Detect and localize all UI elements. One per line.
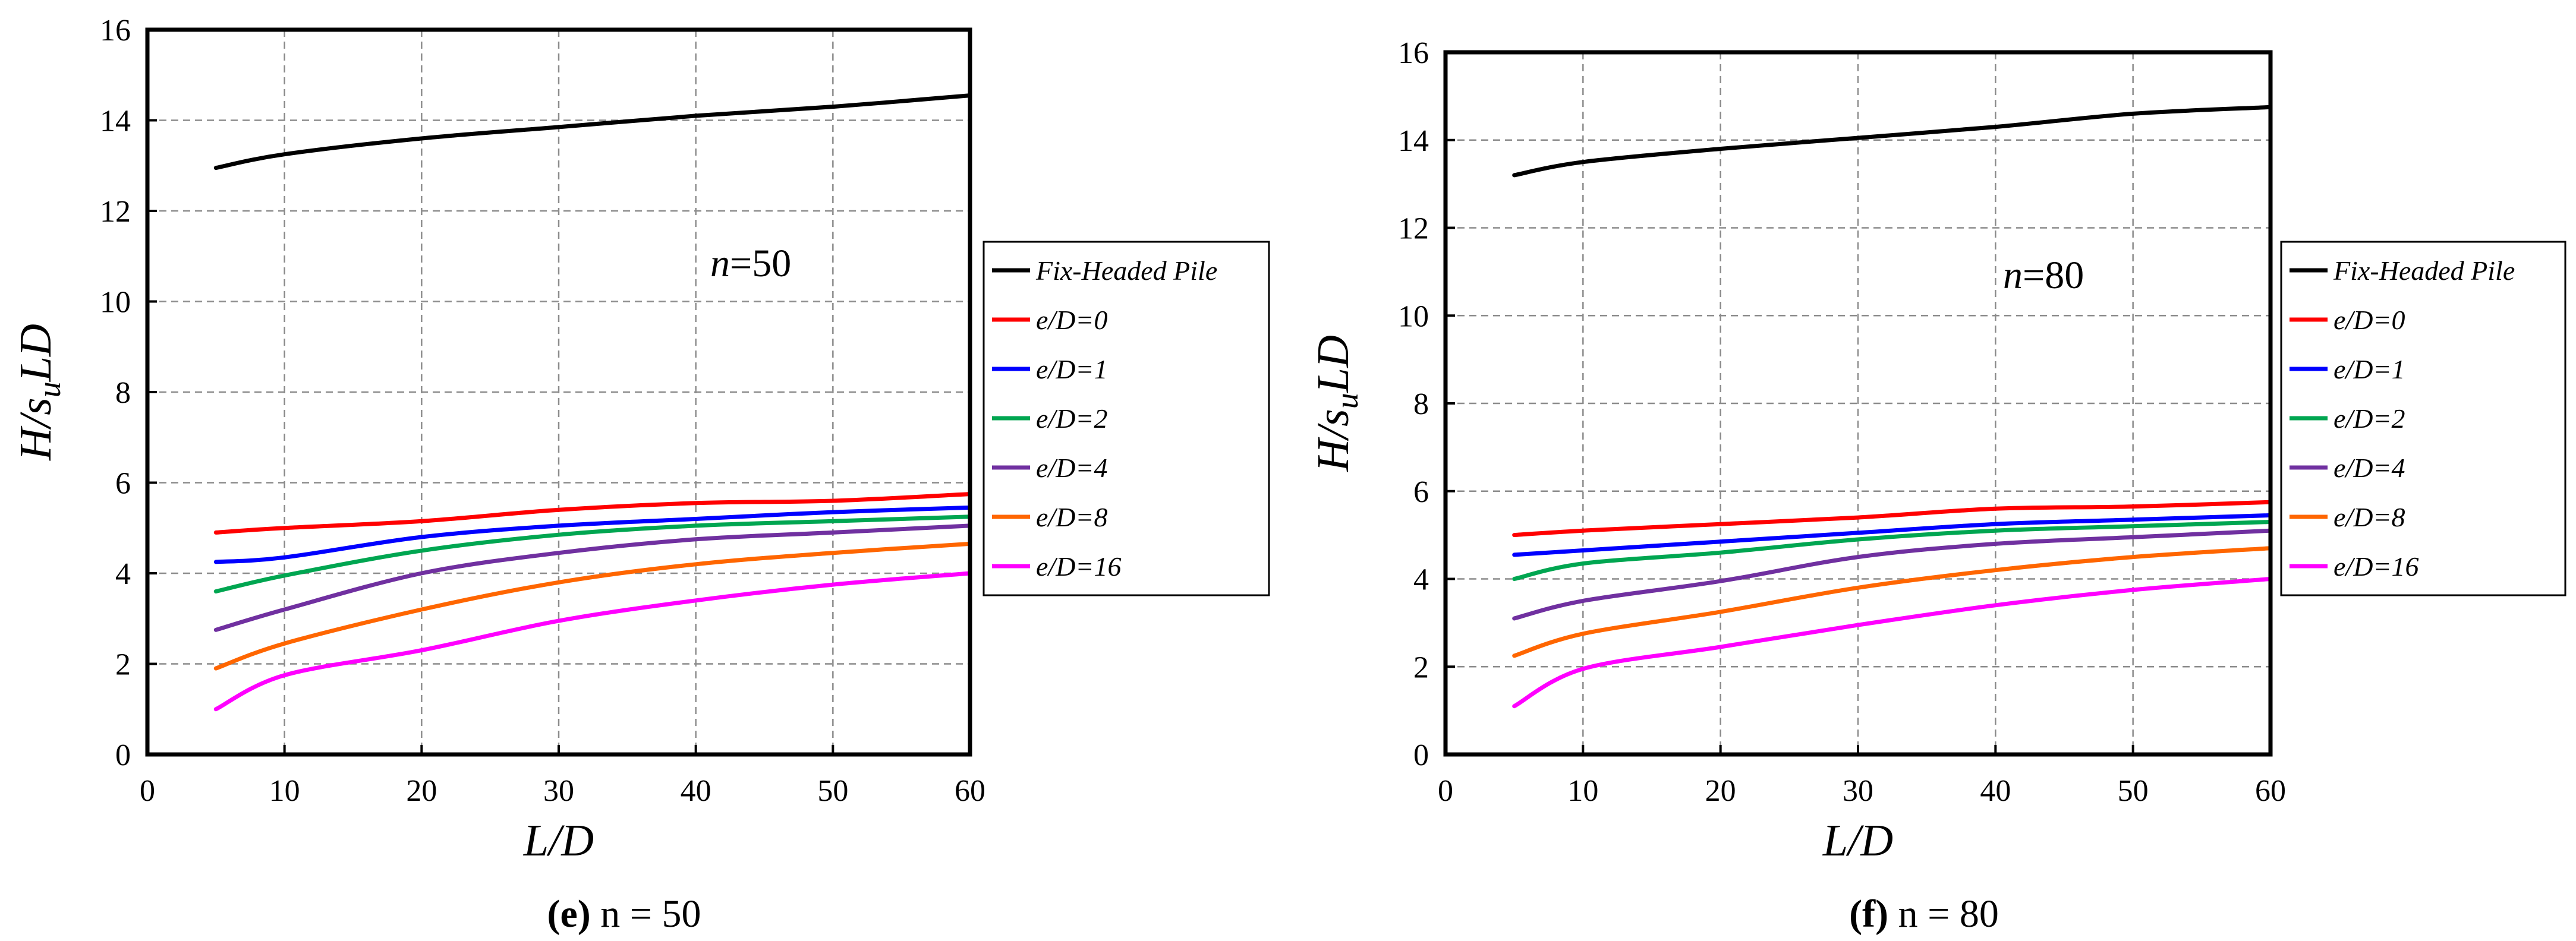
series-line-1 <box>1512 500 2273 538</box>
y-tick-label: 16 <box>1398 36 1429 70</box>
series-line-2 <box>213 505 972 564</box>
legend-label-4: e/D=4 <box>1036 453 1107 483</box>
legend-label-6: e/D=16 <box>1036 551 1121 582</box>
y-tick-label: 4 <box>115 557 131 591</box>
series-line-4 <box>1512 528 2273 621</box>
y-tick-label: 0 <box>115 738 131 772</box>
y-tick-label: 10 <box>100 286 131 320</box>
legend-label-4: e/D=4 <box>2333 453 2405 483</box>
y-tick-label: 2 <box>1413 651 1429 684</box>
x-axis-label: L/D <box>523 816 594 866</box>
legend-label-6: e/D=16 <box>2333 551 2418 582</box>
x-tick-label: 30 <box>1843 774 1873 808</box>
series-line-5 <box>213 541 972 671</box>
x-tick-label: 0 <box>1438 774 1453 808</box>
series-line-3 <box>1512 520 2273 581</box>
legend-label-0: Fix-Headed Pile <box>2333 255 2515 286</box>
panel-caption: (e) n = 50 <box>547 892 701 936</box>
y-axis-label: H/suLD <box>1308 335 1365 472</box>
legend-box <box>982 241 1270 596</box>
x-tick-label: 60 <box>955 774 985 808</box>
legend-label-5: e/D=8 <box>2333 502 2405 532</box>
series-line-1 <box>213 492 972 535</box>
series-line-4 <box>213 523 972 632</box>
x-tick-label: 60 <box>2255 774 2286 808</box>
y-tick-label: 16 <box>100 14 131 48</box>
legend-label-5: e/D=8 <box>1036 502 1107 532</box>
y-tick-label: 10 <box>1398 299 1429 333</box>
y-tick-label: 14 <box>1398 124 1429 158</box>
y-tick-label: 4 <box>1413 563 1429 597</box>
legend-label-3: e/D=2 <box>2333 403 2405 434</box>
legend: Fix-Headed Pile e/D=0 e/D=1 e/D=2 e/D=4 e/D=8… <box>2280 241 2566 596</box>
series-line-6 <box>1512 577 2273 709</box>
y-tick-label: 12 <box>1398 212 1429 246</box>
x-tick-label: 10 <box>1567 774 1598 808</box>
y-tick-label: 14 <box>100 105 131 138</box>
y-tick-label: 6 <box>115 467 131 501</box>
series-line-0 <box>213 93 972 170</box>
series-line-0 <box>1512 105 2273 178</box>
legend-label-2: e/D=1 <box>1036 354 1107 384</box>
series-line-6 <box>213 571 972 712</box>
x-tick-label: 40 <box>1980 774 2011 808</box>
series-line-2 <box>1512 513 2273 557</box>
legend-label-1: e/D=0 <box>1036 305 1107 335</box>
legend: Fix-Headed Pile e/D=0 e/D=1 e/D=2 e/D=4 e/D=8… <box>982 241 1270 596</box>
x-tick-label: 30 <box>543 774 574 808</box>
chart-panel-1: 0 10 20 30 40 50 60 0 2 4 6 8 10 12 14 16 L/D H/suLD n=50 F… <box>11 14 1270 936</box>
legend-box <box>2280 241 2566 596</box>
legend-label-3: e/D=2 <box>1036 403 1107 434</box>
x-tick-label: 50 <box>2118 774 2149 808</box>
x-tick-label: 40 <box>681 774 711 808</box>
y-tick-label: 2 <box>115 648 131 682</box>
panel-caption: (f) n = 80 <box>1849 892 1999 936</box>
legend-label-1: e/D=0 <box>2333 305 2405 335</box>
y-axis-label: H/suLD <box>11 324 67 461</box>
x-tick-label: 20 <box>406 774 437 808</box>
series-line-3 <box>213 514 972 593</box>
x-tick-label: 50 <box>817 774 848 808</box>
legend-label-2: e/D=1 <box>2333 354 2405 384</box>
y-tick-label: 8 <box>1413 387 1429 421</box>
x-tick-label: 10 <box>269 774 300 808</box>
panel-annotation: n=50 <box>710 242 791 285</box>
x-axis-label: L/D <box>1822 816 1893 866</box>
chart-panel-2: 0 10 20 30 40 50 60 0 2 4 6 8 10 12 14 16 L/D H/suLD n=80 F… <box>1308 36 2566 936</box>
x-tick-label: 20 <box>1705 774 1736 808</box>
series-line-5 <box>1512 546 2273 658</box>
y-tick-label: 8 <box>115 376 131 410</box>
panel-annotation: n=80 <box>2003 254 2084 297</box>
y-tick-label: 6 <box>1413 475 1429 509</box>
x-tick-label: 0 <box>140 774 155 808</box>
y-tick-label: 12 <box>100 195 131 229</box>
legend-label-0: Fix-Headed Pile <box>1035 255 1217 286</box>
y-tick-label: 0 <box>1413 738 1429 772</box>
